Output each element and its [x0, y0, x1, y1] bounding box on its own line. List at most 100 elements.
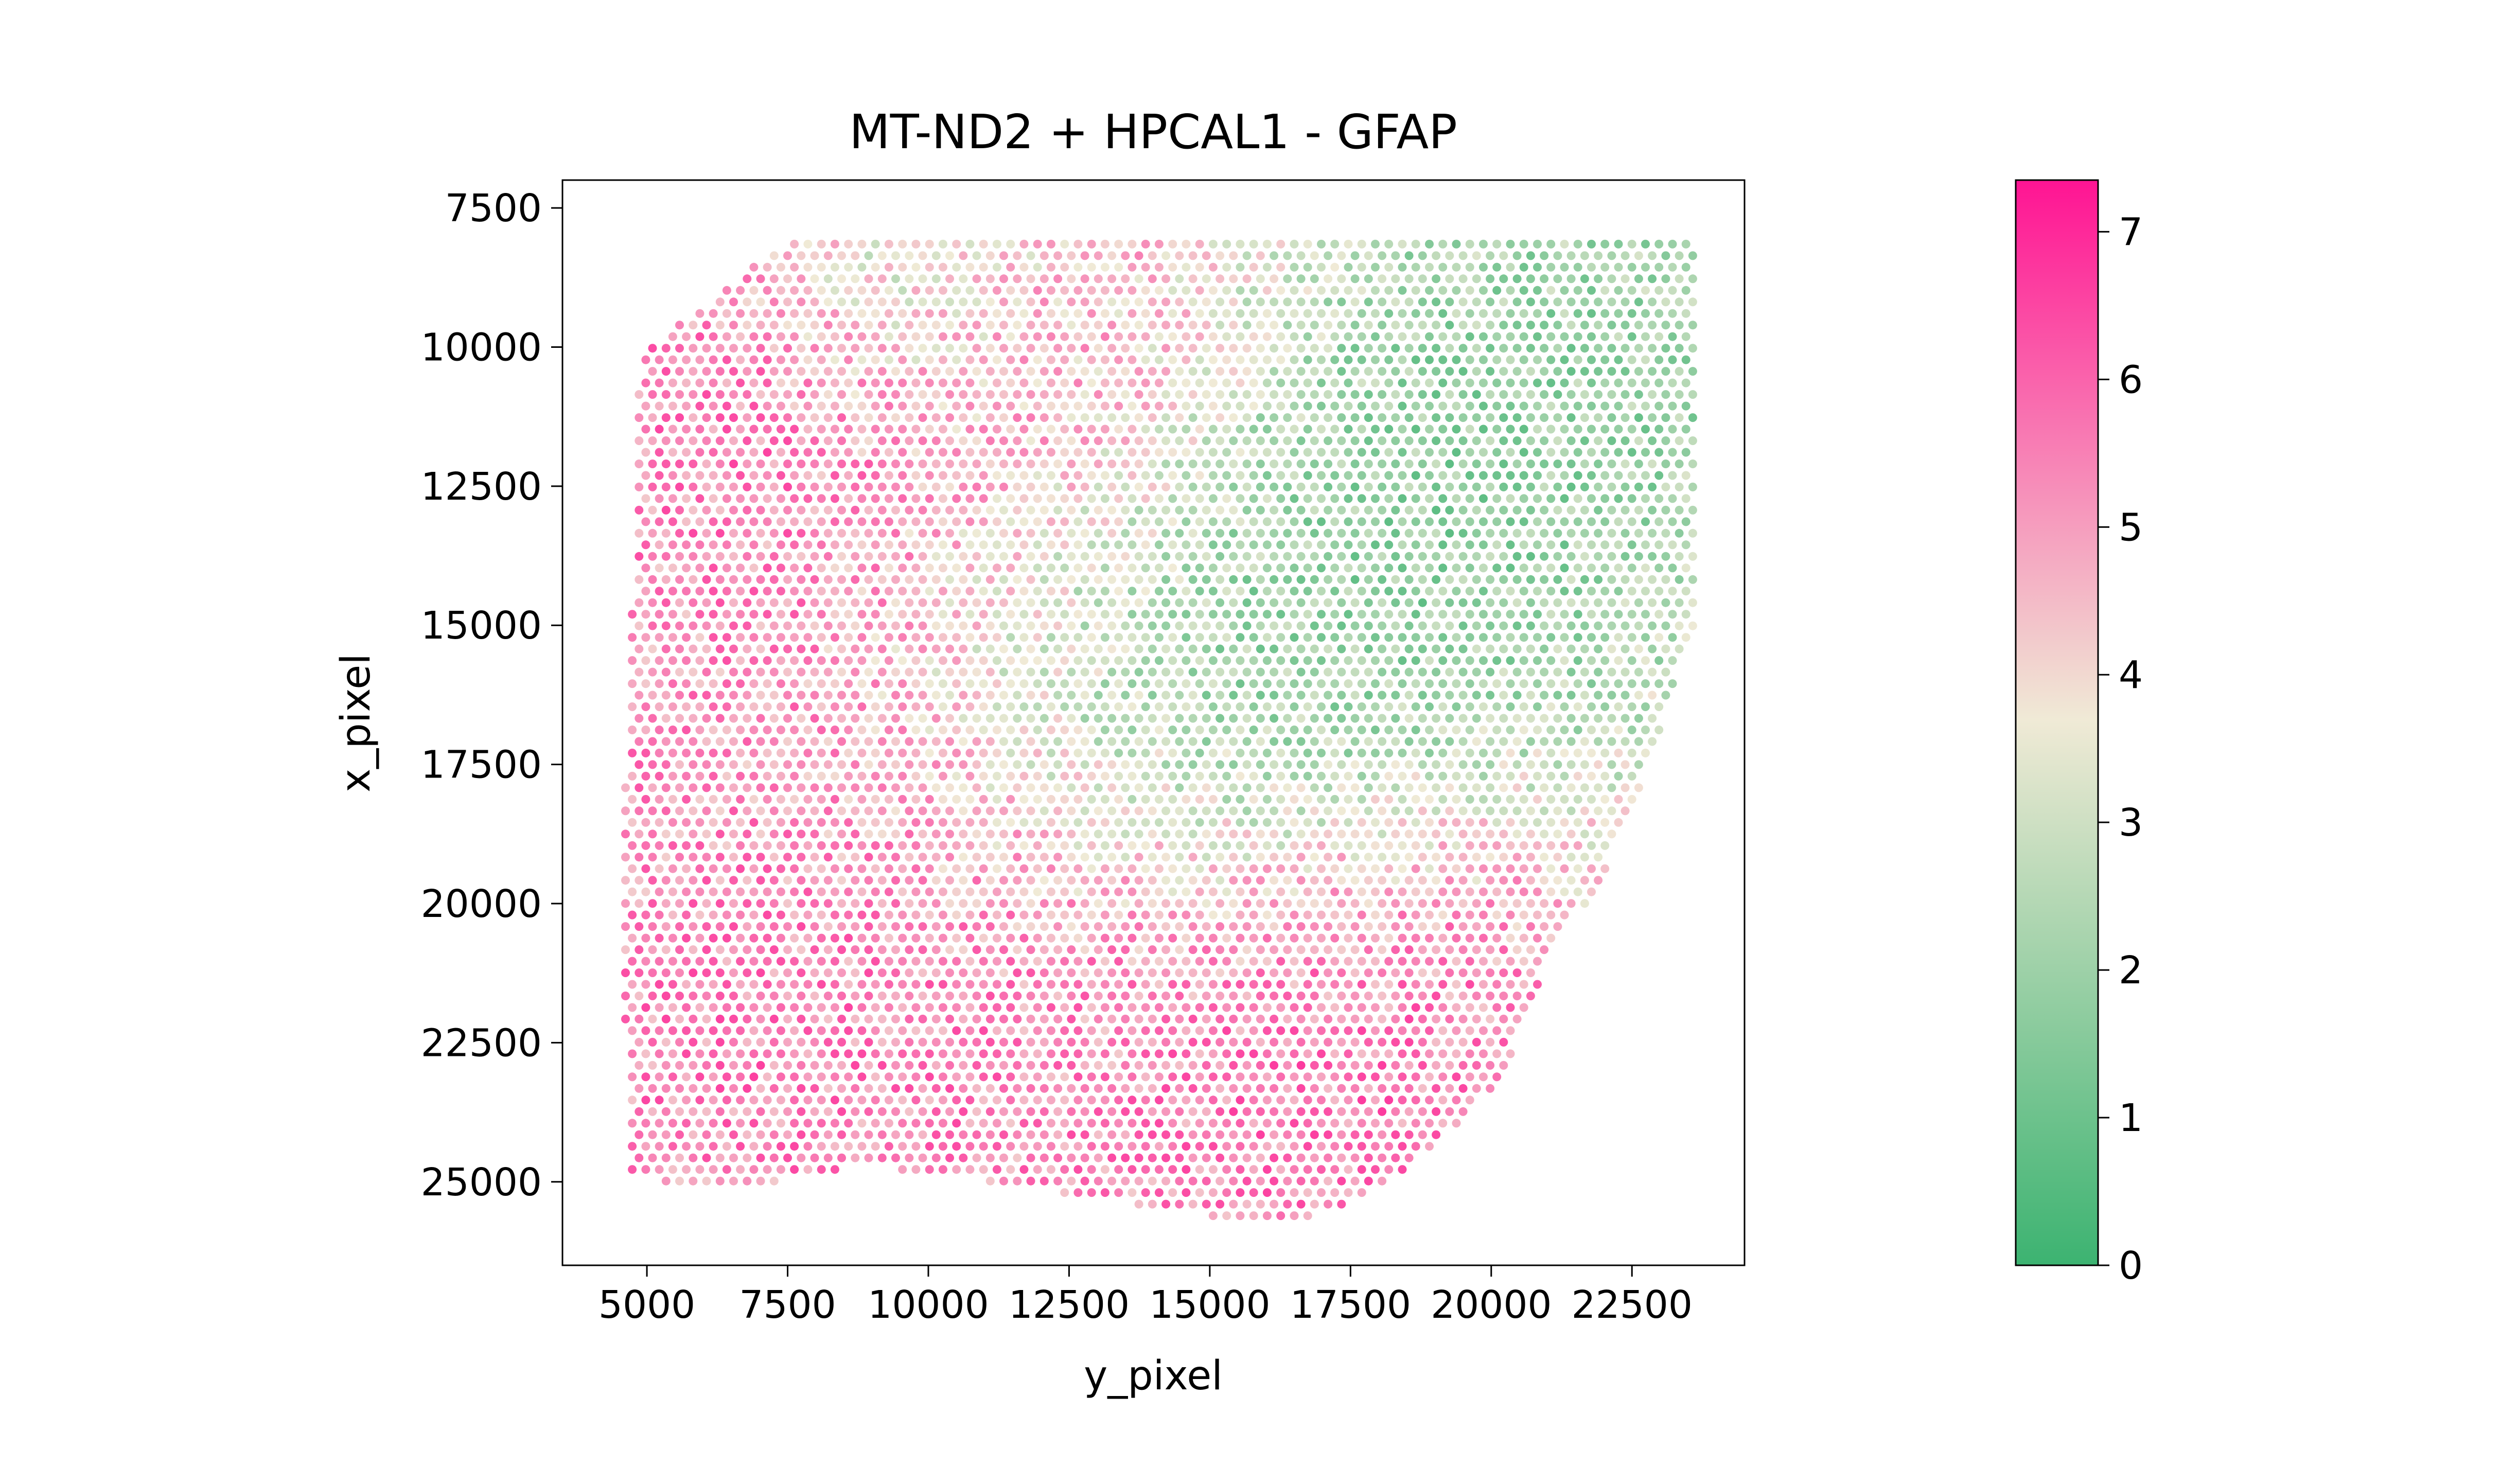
spot [891, 460, 900, 468]
spot [729, 505, 738, 515]
spot [1317, 610, 1326, 619]
spot [1378, 344, 1387, 353]
spot [985, 714, 995, 723]
spot [722, 1003, 731, 1012]
spot [1668, 494, 1677, 503]
spot [1432, 436, 1441, 445]
spot [1384, 656, 1394, 665]
spot [918, 297, 927, 307]
spot [1357, 239, 1366, 249]
spot [803, 841, 813, 850]
spot [1587, 864, 1596, 873]
spot [864, 691, 873, 700]
spot [1033, 563, 1042, 573]
spot [1458, 460, 1468, 468]
spot [1168, 656, 1177, 665]
spot [1330, 309, 1340, 318]
spot [1236, 748, 1245, 757]
spot [689, 413, 698, 422]
spot [1283, 436, 1292, 445]
spot [1040, 714, 1049, 723]
spot [1262, 610, 1272, 619]
spot [1060, 494, 1069, 503]
spot [776, 471, 785, 480]
spot [1195, 841, 1204, 850]
spot [999, 505, 1008, 515]
spot [1546, 540, 1556, 550]
spot [1283, 528, 1292, 538]
spot [1094, 321, 1103, 330]
spot [1594, 413, 1603, 422]
spot [1641, 239, 1650, 249]
spot [682, 633, 691, 642]
spot [1053, 321, 1063, 330]
spot [1046, 656, 1055, 665]
spot [1053, 829, 1063, 839]
spot [918, 945, 927, 955]
spot [1418, 644, 1427, 653]
spot [1587, 540, 1596, 550]
spot [1357, 748, 1366, 757]
spot [1040, 760, 1049, 769]
spot [884, 748, 893, 757]
spot [1641, 448, 1650, 457]
spot [797, 899, 806, 908]
spot [891, 575, 900, 584]
spot [1621, 552, 1630, 561]
spot [695, 794, 704, 804]
spot [1026, 667, 1035, 677]
spot [1161, 274, 1171, 284]
spot [1600, 702, 1610, 711]
spot [1303, 771, 1312, 781]
spot [884, 633, 893, 642]
spot [1026, 853, 1035, 862]
spot [1438, 633, 1448, 642]
spot [1141, 726, 1150, 734]
spot [715, 829, 725, 839]
spot [1317, 448, 1326, 457]
spot [709, 425, 718, 434]
spot [945, 413, 954, 422]
spot [985, 390, 995, 399]
spot [1182, 563, 1191, 573]
spot [959, 644, 968, 653]
spot [1506, 332, 1515, 341]
spot [1350, 482, 1360, 491]
spot [1060, 656, 1069, 665]
spot [1073, 864, 1083, 873]
spot [844, 841, 853, 850]
spot [1553, 482, 1562, 491]
spot [1182, 610, 1191, 619]
spot [729, 760, 738, 769]
spot [655, 563, 664, 573]
spot [722, 610, 731, 619]
spot [1303, 448, 1312, 457]
spot [1249, 679, 1258, 688]
spot [1526, 691, 1535, 700]
spot [1067, 691, 1076, 700]
spot [857, 309, 867, 318]
spot [952, 864, 961, 873]
spot [1391, 482, 1400, 491]
spot [898, 425, 907, 434]
spot [1283, 413, 1292, 422]
spot [1587, 748, 1596, 757]
spot [1600, 401, 1610, 411]
spot [972, 876, 981, 885]
spot [851, 390, 860, 399]
spot [898, 540, 907, 550]
spot [1148, 968, 1157, 977]
spot [1573, 471, 1582, 480]
spot [1216, 413, 1225, 422]
spot [823, 413, 833, 422]
spot [803, 448, 813, 457]
spot [1384, 633, 1394, 642]
spot [864, 274, 873, 284]
spot [1587, 771, 1596, 781]
spot [1229, 413, 1238, 422]
spot [884, 471, 893, 480]
spot [979, 286, 988, 295]
spot [1648, 505, 1657, 515]
spot [952, 679, 961, 688]
